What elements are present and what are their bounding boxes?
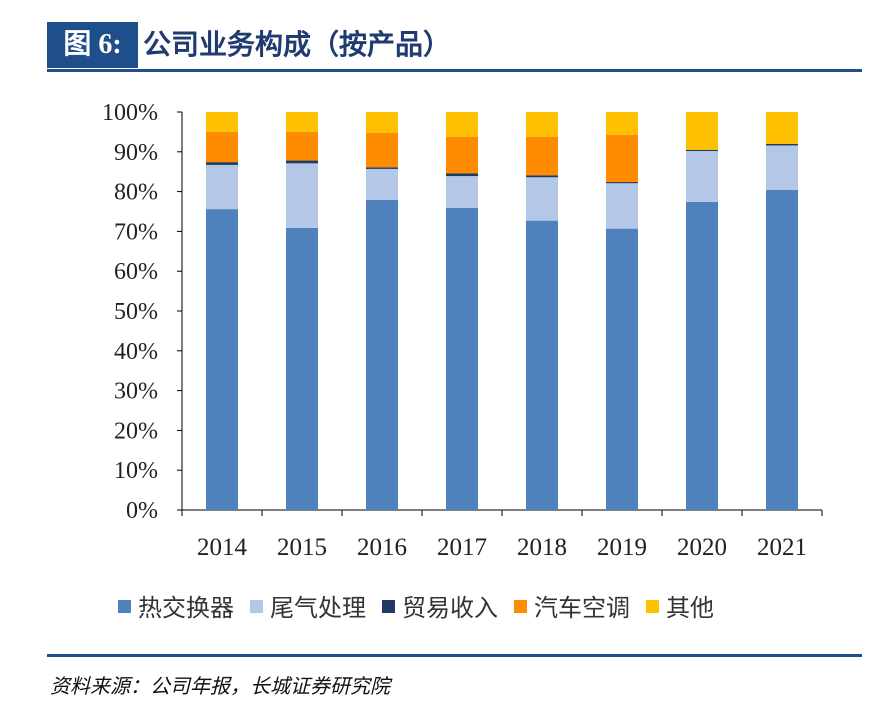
bar-segment — [446, 207, 478, 510]
bar-segment — [606, 228, 638, 510]
bar-segment — [286, 131, 318, 161]
y-tick-label: 70% — [114, 219, 158, 245]
legend-swatch — [382, 600, 395, 613]
bar-segment — [606, 182, 638, 184]
y-tick-label: 50% — [114, 299, 158, 325]
bar-segment — [766, 190, 798, 510]
stacked-bar-chart: 0% 10% 20% 30% 40% 50% 60% 70% 80% 90% 100% 2014 201… — [102, 100, 823, 622]
figure-label: 图 6: — [47, 22, 138, 68]
y-tick-label: 20% — [114, 418, 158, 444]
legend-label: 贸易收入 — [402, 594, 498, 622]
bar-segment — [606, 112, 638, 135]
legend-label: 汽车空调 — [534, 594, 630, 622]
y-tick-label: 30% — [114, 379, 158, 405]
y-tick-label: 90% — [114, 140, 158, 166]
x-tick-label: 2019 — [597, 534, 647, 561]
legend-label: 尾气处理 — [270, 594, 366, 622]
y-tick-label: 80% — [114, 180, 158, 206]
legend-swatch — [514, 600, 527, 613]
bar-segment — [446, 112, 478, 137]
bar-segment — [206, 112, 238, 132]
bar-segment — [206, 209, 238, 510]
x-tick-label: 2021 — [757, 534, 807, 561]
chart-title: 公司业务构成（按产品） — [143, 28, 452, 61]
y-tick-label: 0% — [126, 498, 158, 524]
x-tick-label: 2017 — [437, 534, 487, 561]
bar-segment — [526, 112, 558, 137]
legend-label: 其他 — [666, 594, 714, 622]
bar-segment — [206, 164, 238, 210]
x-tick-label: 2015 — [277, 534, 327, 561]
title-divider — [47, 69, 862, 72]
bar-segment — [366, 132, 398, 168]
source-note: 资料来源：公司年报，长城证券研究院 — [50, 674, 390, 698]
bar-segment — [526, 136, 558, 176]
bar-segment — [286, 227, 318, 510]
x-tick-label: 2018 — [517, 534, 567, 561]
bar-segment — [446, 173, 478, 177]
x-tick-label: 2016 — [357, 534, 407, 561]
bar-segment — [766, 145, 798, 191]
bar-segment — [446, 136, 478, 174]
bar-segment — [526, 220, 558, 511]
x-tick-label: 2014 — [197, 534, 248, 561]
x-tick-label: 2020 — [677, 534, 727, 561]
bar-segment — [206, 131, 238, 163]
bar-segment — [286, 160, 318, 164]
bar-segment — [366, 167, 398, 169]
bar-segment — [766, 143, 798, 146]
bar-segment — [526, 177, 558, 221]
bar-segment — [766, 112, 798, 144]
y-tick-label: 60% — [114, 259, 158, 285]
legend-swatch — [250, 600, 263, 613]
legend-swatch — [118, 600, 131, 613]
legend-swatch — [646, 600, 659, 613]
footer-divider — [47, 654, 862, 657]
bar-segment — [526, 175, 558, 178]
bar-segment — [286, 163, 318, 228]
bar-segment — [366, 112, 398, 133]
bar-segment — [366, 199, 398, 510]
legend-label: 热交换器 — [138, 594, 234, 622]
bar-segment — [606, 183, 638, 229]
bar-segment — [686, 151, 718, 202]
bar-segment — [686, 149, 718, 152]
bar-segment — [686, 201, 718, 510]
bar-segment — [206, 162, 238, 165]
bar-segment — [686, 112, 718, 150]
bar-segment — [446, 176, 478, 208]
bar-segment — [366, 168, 398, 200]
bar-segment — [606, 134, 638, 183]
y-tick-label: 40% — [114, 339, 158, 365]
y-tick-label: 100% — [102, 100, 158, 126]
y-tick-label: 10% — [114, 458, 158, 484]
bar-segment — [286, 112, 318, 132]
